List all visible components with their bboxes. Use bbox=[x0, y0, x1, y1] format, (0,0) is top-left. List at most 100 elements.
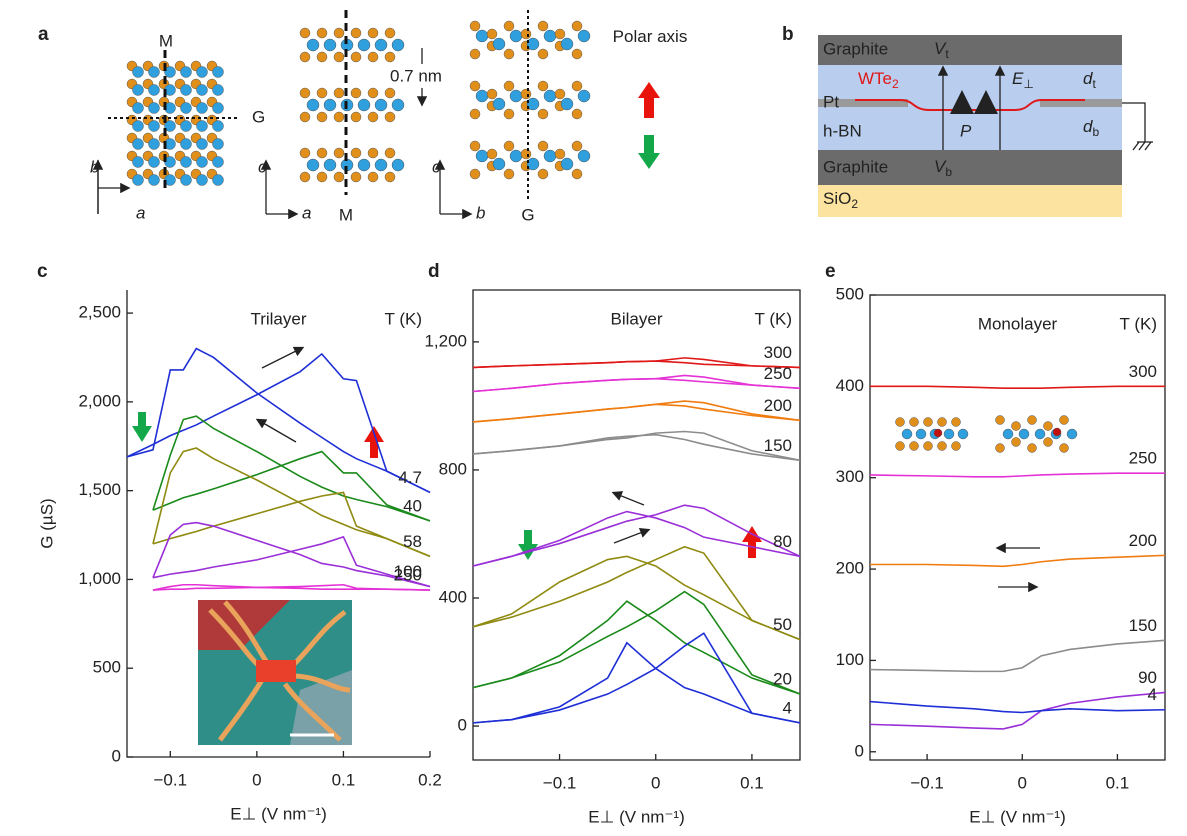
atom bbox=[537, 20, 549, 32]
atom bbox=[571, 80, 583, 92]
polarity-arrows bbox=[132, 412, 762, 560]
atom bbox=[367, 51, 379, 63]
atom bbox=[132, 138, 144, 150]
polar-axis-label: Polar axis bbox=[613, 27, 688, 46]
atom bbox=[492, 97, 506, 111]
atom bbox=[323, 38, 337, 52]
subscript: 2 bbox=[851, 197, 858, 211]
atom bbox=[384, 171, 396, 183]
atom bbox=[164, 120, 176, 132]
series-label: 150 bbox=[1129, 616, 1157, 635]
legend-title: T (K) bbox=[1120, 314, 1157, 333]
atom bbox=[1027, 415, 1037, 425]
atom bbox=[180, 102, 192, 114]
label: G bbox=[521, 205, 534, 224]
atom bbox=[148, 120, 160, 132]
atom bbox=[384, 147, 396, 159]
atom bbox=[520, 88, 532, 100]
atom bbox=[148, 84, 160, 96]
series-label: 150 bbox=[764, 436, 792, 455]
symbol: d bbox=[1083, 117, 1093, 136]
atom bbox=[1018, 428, 1030, 440]
x-tick-label: 0 bbox=[1018, 773, 1027, 792]
curve bbox=[472, 510, 801, 567]
atom bbox=[469, 140, 481, 152]
atom bbox=[333, 51, 345, 63]
curve bbox=[472, 545, 801, 641]
subscript: b bbox=[945, 165, 952, 179]
curve bbox=[152, 491, 431, 558]
symbol: d bbox=[1083, 69, 1093, 88]
atom bbox=[475, 29, 489, 43]
series-label: 4 bbox=[783, 698, 792, 717]
atom bbox=[212, 102, 224, 114]
series-label: 250 bbox=[1129, 449, 1157, 468]
x-tick-label: 0.1 bbox=[1106, 773, 1130, 792]
atom bbox=[333, 27, 345, 39]
label: Graphite bbox=[823, 157, 888, 176]
atom bbox=[503, 80, 515, 92]
y-tick-label: 1,500 bbox=[78, 480, 121, 499]
atom bbox=[350, 111, 362, 123]
atom bbox=[367, 27, 379, 39]
axis-arrow bbox=[97, 160, 128, 214]
atom bbox=[196, 156, 208, 168]
label: 0.7 nm bbox=[390, 66, 442, 85]
atom bbox=[469, 108, 481, 120]
series-label: 200 bbox=[1129, 531, 1157, 550]
y-tick-label: 1,000 bbox=[78, 569, 121, 588]
atom bbox=[316, 171, 328, 183]
atom bbox=[357, 38, 371, 52]
curve bbox=[126, 352, 431, 494]
atom bbox=[915, 428, 927, 440]
atom bbox=[374, 98, 388, 112]
atom bbox=[577, 29, 591, 43]
atom bbox=[148, 174, 160, 186]
atom bbox=[520, 28, 532, 40]
atom bbox=[560, 37, 574, 51]
symbol: SiO bbox=[823, 189, 851, 208]
axis bbox=[869, 294, 1166, 761]
y-tick-label: 400 bbox=[836, 376, 864, 395]
atom bbox=[995, 415, 1005, 425]
label: G bbox=[252, 107, 265, 126]
y-tick-label: 2,000 bbox=[78, 391, 121, 410]
chart: c 0 500 1,000 1,500 2,000 2,500 −0.1 0 0.1 0.2 E⊥ (… bbox=[37, 261, 442, 823]
label: WTe2 bbox=[858, 69, 899, 91]
label: M bbox=[339, 205, 353, 224]
atom bbox=[299, 87, 311, 99]
atom bbox=[212, 174, 224, 186]
atom bbox=[350, 87, 362, 99]
ground bbox=[1122, 102, 1153, 151]
curve bbox=[152, 450, 431, 522]
atom bbox=[212, 66, 224, 78]
atom bbox=[132, 174, 144, 186]
legend-title: T (K) bbox=[755, 309, 792, 328]
axis bbox=[472, 289, 801, 761]
atom bbox=[469, 48, 481, 60]
atom bbox=[180, 66, 192, 78]
label: c bbox=[432, 157, 441, 176]
atom bbox=[306, 38, 320, 52]
atom bbox=[469, 168, 481, 180]
y-tick-label: 400 bbox=[439, 587, 467, 606]
atom bbox=[909, 441, 919, 451]
sweep-arrows bbox=[255, 346, 1040, 593]
y-tick-label: 2,500 bbox=[78, 303, 121, 322]
atom bbox=[212, 84, 224, 96]
atom bbox=[196, 120, 208, 132]
panel-label: b bbox=[782, 24, 794, 45]
label: Vt bbox=[934, 39, 949, 61]
inset-crystal bbox=[895, 415, 1078, 453]
inset-photo bbox=[198, 600, 352, 745]
curve bbox=[152, 447, 431, 558]
chart-title: Monolayer bbox=[978, 314, 1058, 333]
atom bbox=[937, 441, 947, 451]
atom bbox=[1043, 421, 1053, 431]
atom bbox=[537, 140, 549, 152]
atom bbox=[367, 171, 379, 183]
atom bbox=[486, 28, 498, 40]
atom bbox=[367, 147, 379, 159]
series-label: 100 bbox=[394, 562, 422, 581]
atom bbox=[357, 98, 371, 112]
